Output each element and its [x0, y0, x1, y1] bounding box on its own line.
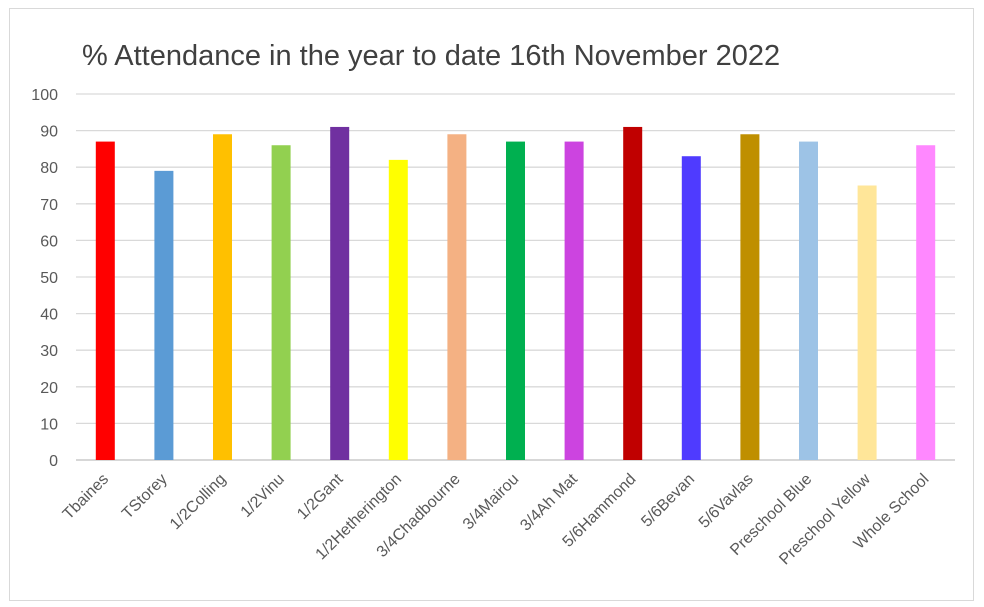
y-axis-ticks: 0 10 20 30 40 50 60 70 80 90 100 [31, 87, 58, 470]
x-tick-label: TStorey [119, 471, 171, 523]
y-tick-label: 50 [40, 270, 58, 287]
bars [95, 126, 936, 461]
y-tick-label: 90 [40, 124, 58, 141]
y-tick-label: 70 [40, 197, 58, 214]
bar [388, 159, 408, 460]
bar [213, 134, 232, 460]
x-tick-label: 5/6Bevan [638, 471, 698, 531]
y-tick-label: 100 [31, 87, 58, 104]
x-tick-label: 1/2Gant [294, 470, 347, 523]
bar [154, 170, 174, 461]
x-tick-label: 5/6Vavlas [696, 471, 757, 532]
x-tick-label: 1/2Vinu [238, 471, 288, 521]
bar [447, 134, 467, 460]
bar [623, 126, 643, 460]
bar [330, 126, 350, 460]
bar [916, 145, 936, 461]
y-tick-label: 0 [49, 453, 58, 470]
y-tick-label: 60 [40, 233, 58, 250]
bar [271, 145, 291, 461]
bar [564, 141, 584, 460]
x-tick-label: Tbaines [60, 471, 112, 523]
y-tick-label: 40 [40, 307, 58, 324]
x-tick-label: 3/4Mairou [460, 471, 522, 533]
y-tick-label: 30 [40, 343, 58, 360]
bar [799, 141, 818, 460]
y-tick-label: 80 [40, 160, 58, 177]
chart-title: % Attendance in the year to date 16th No… [82, 40, 781, 72]
bar [857, 185, 877, 460]
x-tick-label: 1/2Colling [167, 471, 229, 533]
bar [506, 141, 525, 460]
bar [740, 134, 760, 460]
bar [681, 156, 701, 460]
y-tick-label: 10 [40, 416, 58, 433]
bar [95, 141, 115, 460]
y-tick-label: 20 [40, 380, 58, 397]
x-tick-label: 3/4Ah Mat [517, 470, 581, 534]
